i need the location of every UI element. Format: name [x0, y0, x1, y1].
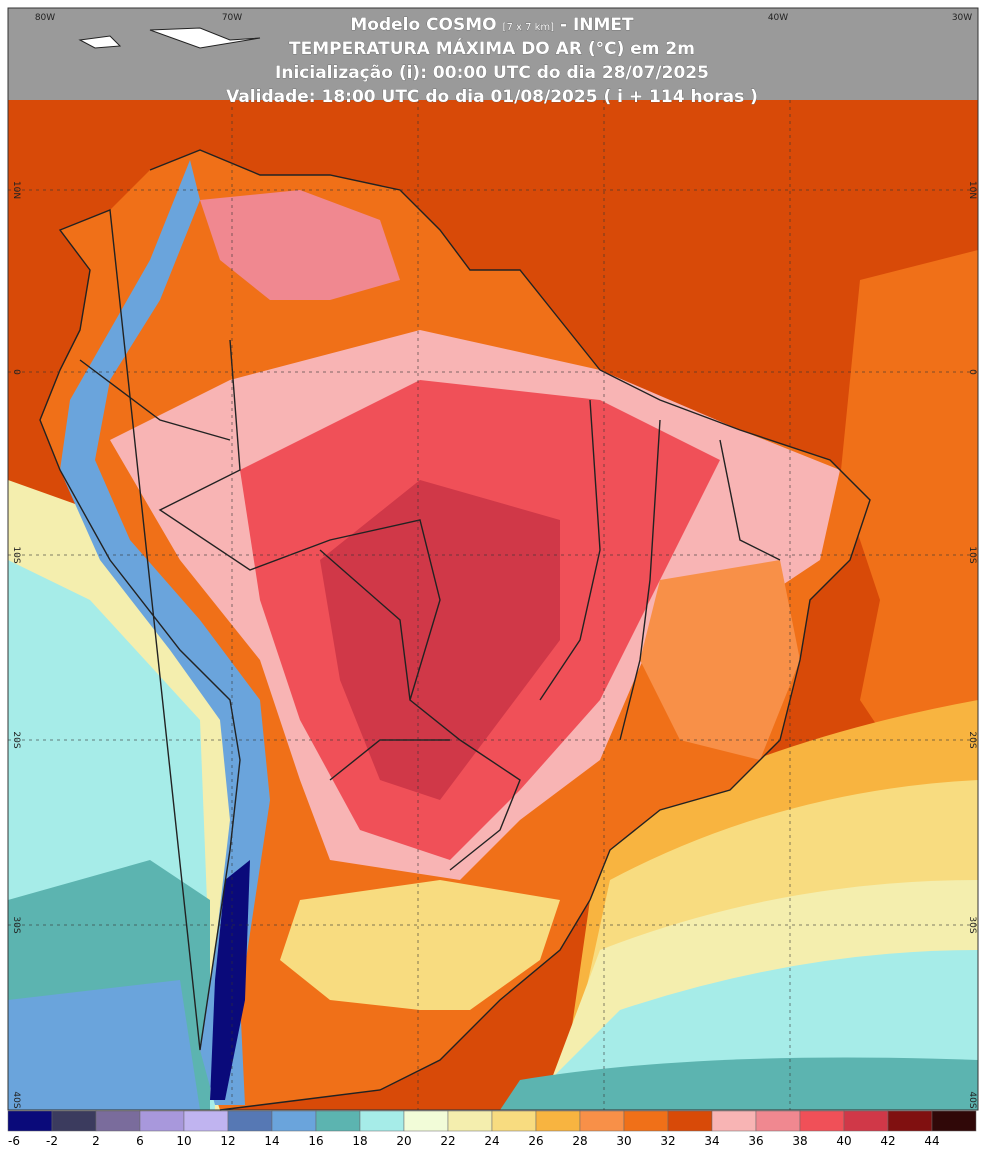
andes-peaks: [210, 860, 250, 1100]
colorbar-swatch: [623, 1110, 669, 1132]
north-warm: [200, 190, 400, 300]
colorbar-swatch: [315, 1110, 361, 1132]
lat-label: 30S: [11, 916, 21, 933]
coastline: [39, 149, 871, 1111]
colorbar-label: 22: [440, 1134, 455, 1148]
colorbar-swatch: [51, 1110, 97, 1132]
colorbar-label: 28: [572, 1134, 587, 1148]
colorbar-swatch: [535, 1110, 581, 1132]
colorbar-label: 12: [220, 1134, 235, 1148]
lat-label: 10S: [967, 546, 977, 563]
colorbar: -6 -2 2 6 10 12 14 16 18 20 22 24 26 28 30 32 34 36 38 40 42…: [7, 1110, 977, 1148]
colorbar-label: 34: [704, 1134, 719, 1148]
colorbar-label: 38: [792, 1134, 807, 1148]
colorbar-swatch: [227, 1110, 273, 1132]
colorbar-swatch: [843, 1110, 889, 1132]
colorbar-label: -2: [46, 1134, 58, 1148]
colorbar-label: 40: [836, 1134, 851, 1148]
east-mild: [640, 560, 800, 760]
resolution: [7 x 7 km]: [503, 22, 555, 33]
lat-label: 10N: [11, 181, 21, 199]
institute: - INMET: [560, 15, 634, 35]
colorbar-label: 24: [484, 1134, 499, 1148]
header-line-3: Inicialização (i): 00:00 UTC do dia 28/0…: [275, 63, 709, 83]
colorbar-label: 16: [308, 1134, 323, 1148]
colorbar-label: 26: [528, 1134, 543, 1148]
pacific-colder: [8, 980, 200, 1110]
lat-labels: 10N 10N 0 0 10S 10S 20S 20S 30S 30S 40S 40S: [11, 181, 977, 1109]
borders: [79, 339, 781, 871]
colorbar-swatch: [931, 1110, 977, 1132]
lat-label: 0: [11, 369, 21, 375]
lat-label: 40S: [11, 1091, 21, 1108]
graticule: [8, 100, 978, 1110]
lat-label: 20S: [11, 731, 21, 748]
colorbar-label: 18: [352, 1134, 367, 1148]
colorbar-label: 10: [176, 1134, 191, 1148]
lat-label: 30S: [967, 916, 977, 933]
map-frame: [7, 7, 979, 1111]
colorbar-label: 42: [880, 1134, 895, 1148]
header-line-2: TEMPERATURA MÁXIMA DO AR (°C) em 2m: [289, 37, 695, 59]
colorbar-swatch: [755, 1110, 801, 1132]
colorbar-swatch: [711, 1110, 757, 1132]
lat-label: 40S: [967, 1091, 977, 1108]
andes: [60, 160, 270, 1105]
colorbar-swatch: [403, 1110, 449, 1132]
colorbar-label: 14: [264, 1134, 279, 1148]
lon-label: 70W: [222, 13, 242, 23]
map-body: [7, 7, 979, 1111]
caribbean-islands: [78, 27, 261, 49]
lon-label: 30W: [952, 13, 972, 23]
colorbar-swatch: [491, 1110, 537, 1132]
colorbar-swatch: [667, 1110, 713, 1132]
lat-label: 0: [967, 369, 977, 375]
lat-label: 20S: [967, 731, 977, 748]
colorbar-swatch: [95, 1110, 141, 1132]
south-cool: [280, 880, 560, 1010]
lat-label: 10S: [11, 546, 21, 563]
colorbar-swatch: [7, 1110, 53, 1132]
colorbar-label: 44: [924, 1134, 939, 1148]
colorbar-label: -6: [8, 1134, 20, 1148]
lon-label: 80W: [35, 13, 55, 23]
colorbar-swatch: [359, 1110, 405, 1132]
lon-label: 40W: [768, 13, 788, 23]
colorbar-label: 20: [396, 1134, 411, 1148]
model-name: Modelo COSMO: [350, 15, 496, 35]
colorbar-label: 36: [748, 1134, 763, 1148]
ocean-patch: [840, 250, 978, 760]
colorbar-label: 30: [616, 1134, 631, 1148]
header-line-4: Validade: 18:00 UTC do dia 01/08/2025 ( …: [226, 87, 758, 107]
colorbar-swatch: [447, 1110, 493, 1132]
colorbar-swatch: [139, 1110, 185, 1132]
colorbar-swatch: [271, 1110, 317, 1132]
atlantic-colder: [500, 1057, 978, 1110]
header-line-1: Modelo COSMO [7 x 7 km] - INMET: [350, 15, 634, 35]
header-band: [8, 8, 978, 100]
colorbar-swatch: [887, 1110, 933, 1132]
colorbar-label: 6: [136, 1134, 144, 1148]
colorbar-swatch: [799, 1110, 845, 1132]
colorbar-swatch: [579, 1110, 625, 1132]
colorbar-label: 32: [660, 1134, 675, 1148]
lat-label: 10N: [967, 181, 977, 199]
interior-hottest: [320, 480, 560, 800]
colorbar-label: 2: [92, 1134, 100, 1148]
colorbar-swatch: [183, 1110, 229, 1132]
